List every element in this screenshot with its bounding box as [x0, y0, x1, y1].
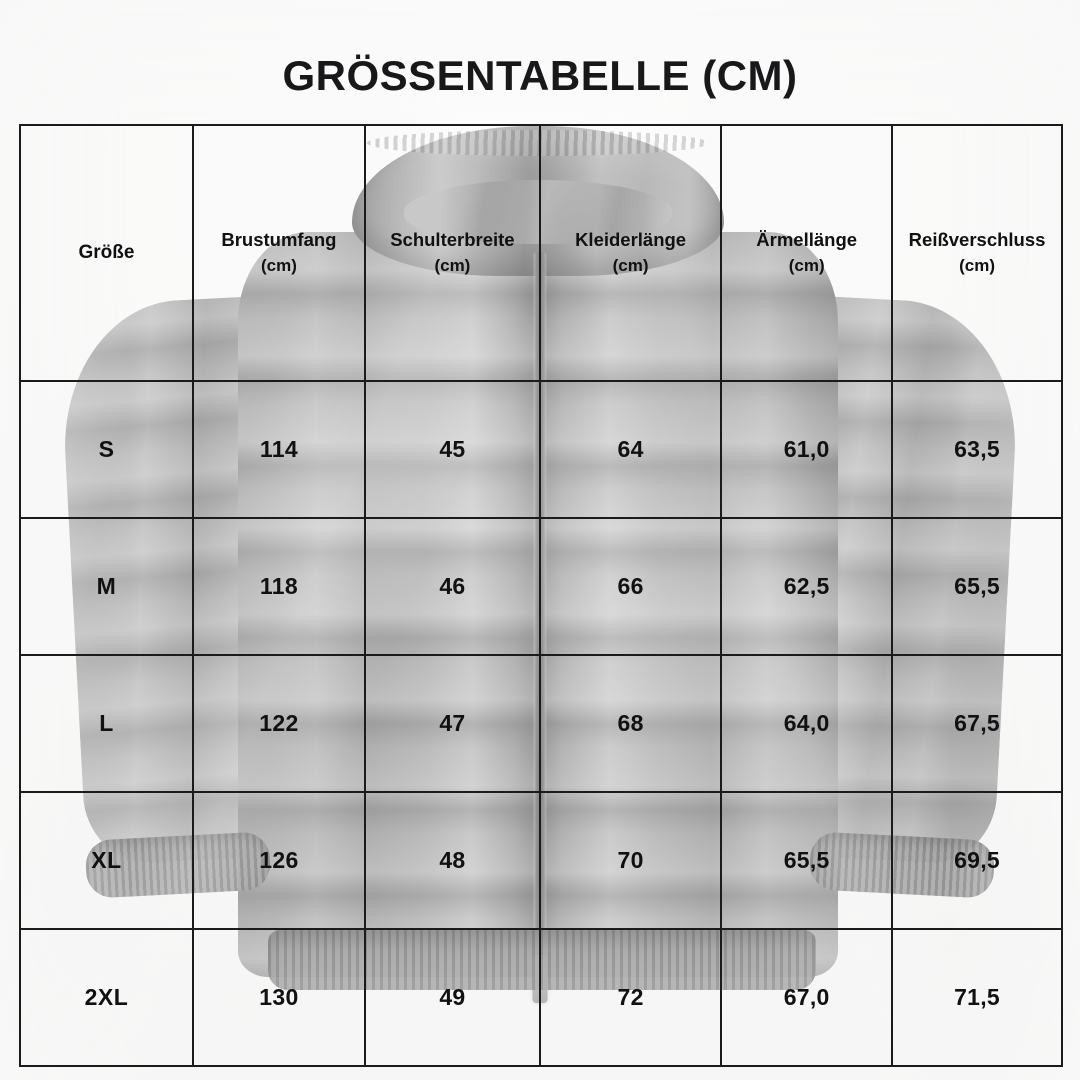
cell-schulterbreite: 48: [363, 791, 541, 930]
size-table-body: S 114 45 64 61,0 63,5 M 118 46 66 62,5 6…: [19, 380, 1063, 1067]
header-unit-reissverschluss: (cm): [959, 256, 995, 276]
cell-schulterbreite: 46: [363, 517, 541, 656]
table-row: XL 126 48 70 65,5 69,5: [19, 791, 1063, 930]
cell-size: M: [19, 517, 194, 656]
cell-size: S: [19, 380, 194, 519]
cell-reissverschluss: 69,5: [891, 791, 1063, 930]
header-row: Größe Brustumfang (cm) Schulterbreite (c…: [19, 124, 1063, 382]
cell-kleiderlaenge: 68: [538, 654, 723, 793]
cell-schulterbreite: 49: [363, 928, 541, 1067]
cell-aermellaenge: 61,0: [720, 380, 894, 519]
cell-schulterbreite: 47: [363, 654, 541, 793]
header-cell-groesse: Größe: [19, 124, 194, 382]
cell-brustumfang: 122: [191, 654, 366, 793]
cell-size: XL: [19, 791, 194, 930]
page-title: GRÖSSENTABELLE (CM): [282, 52, 798, 99]
header-label-aermellaenge: Ärmellänge: [756, 229, 858, 251]
cell-size: 2XL: [19, 928, 194, 1067]
header-cell-kleiderlaenge: Kleiderlänge (cm): [538, 124, 723, 382]
size-table-head: Größe Brustumfang (cm) Schulterbreite (c…: [19, 124, 1063, 382]
header-unit-brustumfang: (cm): [260, 256, 297, 276]
header-cell-schulterbreite: Schulterbreite (cm): [363, 124, 541, 382]
cell-aermellaenge: 67,0: [720, 928, 894, 1067]
cell-kleiderlaenge: 72: [538, 928, 723, 1067]
header-unit-schulterbreite: (cm): [434, 256, 471, 276]
cell-aermellaenge: 65,5: [720, 791, 894, 930]
header-label-groesse: Größe: [78, 242, 135, 263]
table-row: 2XL 130 49 72 67,0 71,5: [19, 928, 1063, 1067]
cell-schulterbreite: 45: [363, 380, 541, 519]
cell-reissverschluss: 71,5: [891, 928, 1063, 1067]
cell-brustumfang: 126: [191, 791, 366, 930]
cell-reissverschluss: 67,5: [891, 654, 1063, 793]
cell-brustumfang: 130: [191, 928, 366, 1067]
cell-kleiderlaenge: 64: [538, 380, 723, 519]
cell-aermellaenge: 64,0: [720, 654, 894, 793]
cell-brustumfang: 114: [191, 380, 366, 519]
header-cell-aermellaenge: Ärmellänge (cm): [720, 124, 894, 382]
cell-reissverschluss: 63,5: [891, 380, 1063, 519]
cell-size: L: [19, 654, 194, 793]
header-label-schulterbreite: Schulterbreite: [390, 229, 515, 251]
size-table-container: Größe Brustumfang (cm) Schulterbreite (c…: [19, 124, 1063, 1067]
cell-kleiderlaenge: 66: [538, 517, 723, 656]
cell-aermellaenge: 62,5: [720, 517, 894, 656]
table-row: L 122 47 68 64,0 67,5: [19, 654, 1063, 793]
header-label-brustumfang: Brustumfang: [221, 229, 337, 251]
header-label-reissverschluss: Reißverschluss: [908, 229, 1046, 251]
header-cell-brustumfang: Brustumfang (cm): [191, 124, 366, 382]
header-label-kleiderlaenge: Kleiderlänge: [575, 229, 687, 251]
header-unit-aermellaenge: (cm): [788, 256, 825, 276]
header-cell-reissverschluss: Reißverschluss (cm): [891, 124, 1063, 382]
cell-kleiderlaenge: 70: [538, 791, 723, 930]
cell-brustumfang: 118: [191, 517, 366, 656]
header-unit-kleiderlaenge: (cm): [612, 256, 649, 276]
cell-reissverschluss: 65,5: [891, 517, 1063, 656]
table-row: S 114 45 64 61,0 63,5: [19, 380, 1063, 519]
size-table: Größe Brustumfang (cm) Schulterbreite (c…: [19, 124, 1063, 1067]
table-row: M 118 46 66 62,5 65,5: [19, 517, 1063, 656]
